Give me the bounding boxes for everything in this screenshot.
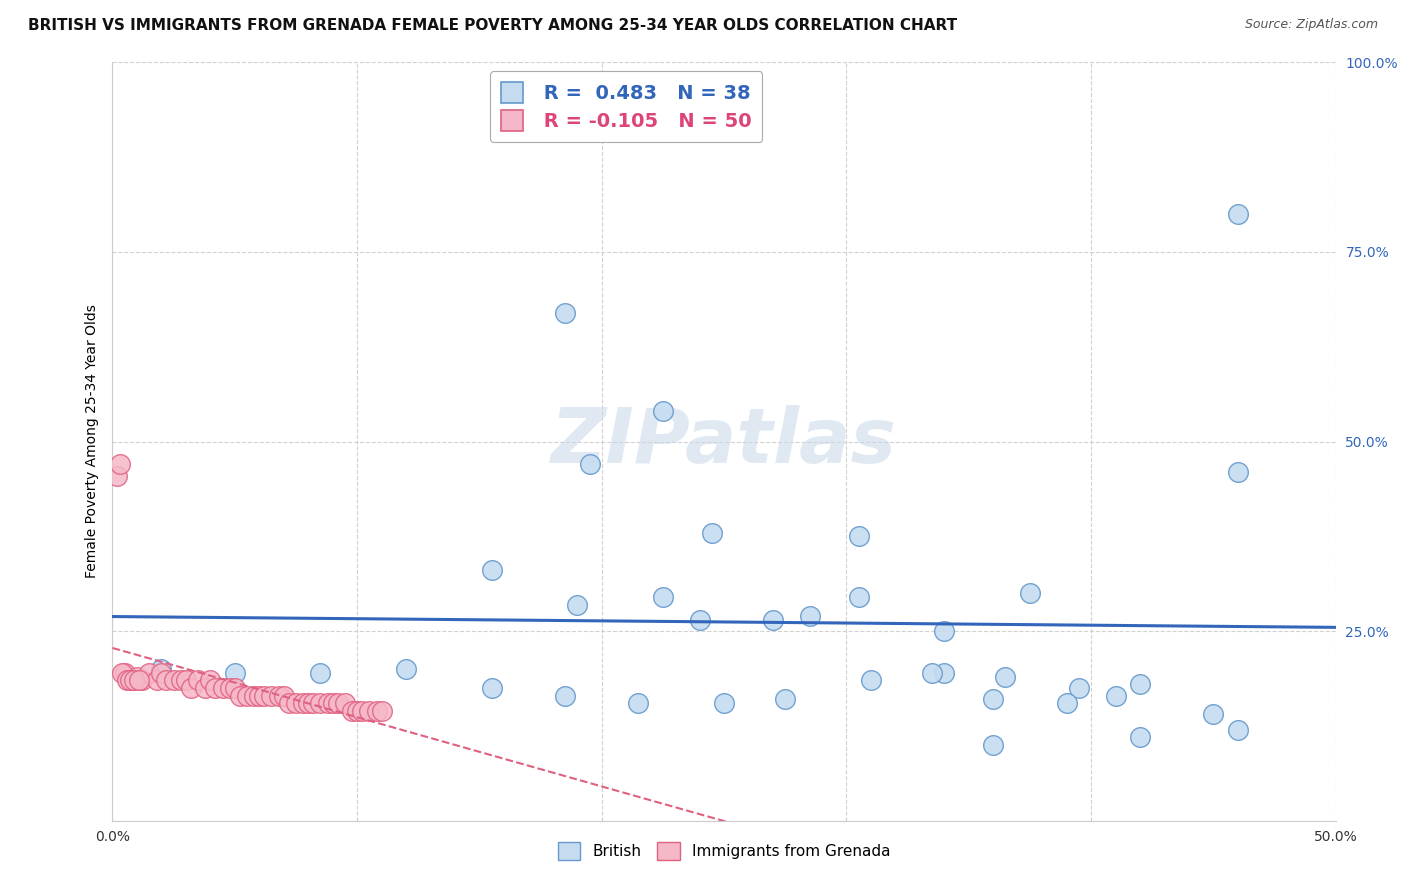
Point (187, 673, 209, 688)
Text: Source: ZipAtlas.com: Source: ZipAtlas.com (1244, 18, 1378, 31)
Point (859, 673, 882, 688)
Point (322, 696, 344, 710)
Point (309, 696, 332, 710)
Point (243, 689, 266, 703)
Point (481, 564, 503, 578)
Point (554, 305, 576, 319)
Point (138, 665, 160, 680)
Point (1226, 723, 1249, 737)
Point (1018, 586, 1040, 600)
Point (848, 529, 870, 543)
Point (359, 704, 381, 718)
Point (366, 704, 388, 718)
Point (333, 696, 356, 710)
Point (627, 696, 650, 710)
Point (211, 681, 233, 695)
Point (200, 673, 222, 688)
Point (921, 665, 943, 680)
Point (652, 404, 675, 418)
Legend: British, Immigrants from Grenada: British, Immigrants from Grenada (551, 836, 897, 866)
Point (1129, 730, 1152, 744)
Point (114, 665, 136, 680)
Point (150, 665, 173, 680)
Point (994, 669, 1017, 683)
Point (118, 673, 141, 688)
Point (762, 613, 785, 627)
Point (277, 696, 299, 710)
Point (236, 689, 259, 703)
Point (145, 673, 167, 688)
Point (115, 673, 138, 688)
Point (395, 662, 418, 676)
Point (247, 689, 270, 703)
Point (292, 696, 315, 710)
Point (316, 696, 339, 710)
Point (1202, 707, 1225, 722)
Point (981, 692, 1004, 706)
Point (204, 681, 226, 695)
Point (284, 696, 308, 710)
Point (1226, 207, 1249, 221)
Point (309, 665, 332, 680)
Point (111, 665, 134, 680)
Point (799, 608, 821, 623)
Point (253, 689, 276, 703)
Point (326, 696, 349, 710)
Point (155, 673, 177, 688)
Point (302, 696, 325, 710)
Point (267, 689, 290, 703)
Point (578, 458, 600, 472)
Point (350, 704, 373, 718)
Point (108, 458, 131, 472)
Point (131, 673, 153, 688)
Point (1104, 689, 1126, 703)
Point (273, 689, 295, 703)
Point (981, 738, 1004, 752)
Point (163, 673, 186, 688)
Point (194, 681, 217, 695)
Point (297, 696, 319, 710)
Point (652, 590, 675, 604)
Point (700, 525, 723, 540)
Point (219, 681, 242, 695)
Point (1056, 696, 1078, 710)
Text: ZIPatlas: ZIPatlas (551, 405, 897, 478)
Point (260, 689, 283, 703)
Point (554, 689, 576, 703)
Point (370, 704, 392, 718)
Text: BRITISH VS IMMIGRANTS FROM GRENADA FEMALE POVERTY AMONG 25-34 YEAR OLDS CORRELAT: BRITISH VS IMMIGRANTS FROM GRENADA FEMAL… (28, 18, 957, 33)
Point (121, 673, 143, 688)
Y-axis label: Female Poverty Among 25-34 Year Olds: Female Poverty Among 25-34 Year Olds (84, 304, 98, 579)
Point (1129, 677, 1152, 691)
Point (124, 673, 146, 688)
Point (713, 696, 735, 710)
Point (567, 598, 589, 612)
Point (180, 681, 202, 695)
Point (174, 673, 197, 688)
Point (346, 704, 368, 718)
Point (689, 613, 711, 627)
Point (105, 468, 128, 483)
Point (228, 689, 250, 703)
Point (775, 692, 797, 706)
Point (128, 673, 150, 688)
Point (934, 665, 956, 680)
Point (125, 669, 148, 683)
Point (481, 681, 503, 695)
Point (1226, 465, 1249, 479)
Point (224, 665, 246, 680)
Point (342, 704, 364, 718)
Point (170, 673, 193, 688)
Point (150, 662, 173, 676)
Point (848, 590, 870, 604)
Point (934, 624, 956, 639)
Point (1067, 681, 1090, 695)
Point (224, 681, 246, 695)
